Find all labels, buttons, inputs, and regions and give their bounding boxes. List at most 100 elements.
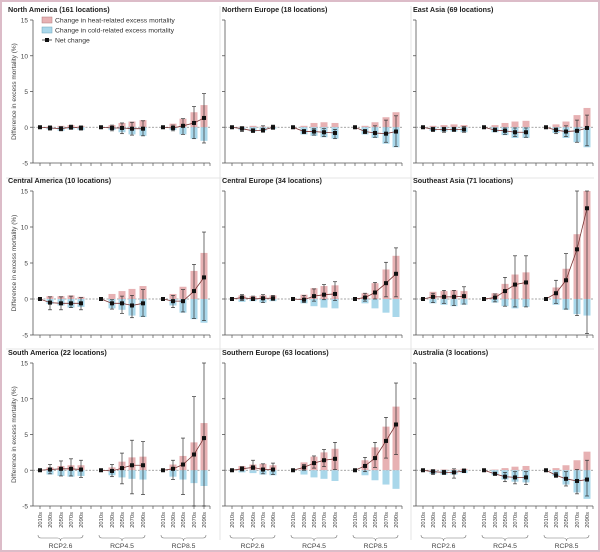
net-change-marker — [251, 297, 255, 301]
panel-central-europe: Central Europe (34 locations) — [222, 176, 403, 338]
panel-title: Australia (3 locations) — [413, 348, 489, 357]
heat-bar — [320, 122, 328, 128]
cold-bar — [392, 299, 400, 317]
net-change-marker — [585, 125, 589, 130]
scenario-label: RCP8.5 — [364, 543, 388, 550]
scenario-brace — [229, 534, 276, 542]
net-change-marker — [452, 294, 456, 299]
panel-title: Southern Europe (63 locations) — [222, 348, 329, 357]
heat-bar — [331, 122, 339, 128]
net-change-marker — [79, 125, 83, 130]
net-change-marker — [171, 466, 175, 471]
decade-label: 2030s — [363, 512, 369, 528]
decade-label: 2030s — [171, 512, 177, 528]
decade-label: 2010s — [421, 512, 427, 528]
net-change-marker — [575, 128, 579, 133]
net-change-marker — [554, 128, 558, 133]
heat-bar — [562, 465, 570, 471]
net-change-marker — [291, 468, 295, 473]
panel-title: Southeast Asia (71 locations) — [413, 176, 514, 185]
cold-bar — [361, 470, 369, 476]
net-change-marker — [554, 291, 558, 296]
decade-label: 2010s — [230, 512, 236, 528]
net-change-marker — [442, 127, 446, 132]
decade-label: 2070s — [130, 512, 136, 528]
panel-north-america: North America (161 locations) -5 0 5 10 15 Dif… — [8, 5, 211, 168]
net-change-marker — [524, 130, 528, 135]
net-change-marker — [261, 296, 265, 301]
net-change-marker — [564, 476, 568, 481]
scenario-brace — [37, 534, 84, 542]
net-change-marker — [384, 281, 388, 286]
decade-label: 2030s — [554, 512, 560, 528]
cold-bar — [320, 470, 328, 479]
net-change-marker — [394, 129, 398, 134]
net-change-marker — [442, 294, 446, 299]
net-change-marker — [230, 468, 234, 473]
net-change-marker — [513, 130, 517, 135]
net-change-marker — [192, 289, 196, 294]
net-change-marker — [130, 463, 134, 468]
net-change-marker — [99, 297, 103, 301]
net-change-marker — [322, 292, 326, 297]
net-change-marker — [394, 422, 398, 427]
decade-label: 2090s — [462, 512, 468, 528]
decade-label: 2070s — [69, 512, 75, 528]
decade-label: 2050s — [59, 512, 65, 528]
net-change-marker — [120, 125, 124, 130]
scenario-brace — [98, 534, 146, 542]
heat-bar — [511, 121, 519, 128]
cold-bar — [382, 470, 390, 485]
scenario-brace — [290, 534, 338, 542]
heat-bar — [128, 288, 136, 299]
net-change-marker — [513, 475, 517, 480]
net-change-marker — [120, 301, 124, 306]
heat-bar — [361, 125, 369, 128]
cold-bar — [310, 299, 318, 307]
net-change-marker — [333, 456, 337, 461]
net-change-marker — [141, 126, 145, 131]
net-change-marker — [59, 301, 63, 306]
net-change-marker — [544, 125, 548, 130]
decade-label: 2010s — [161, 512, 167, 528]
net-change-marker — [181, 462, 185, 467]
net-change-marker — [161, 125, 165, 130]
heat-bar — [511, 466, 519, 471]
cold-bar — [392, 470, 400, 489]
cold-bar — [382, 299, 390, 313]
cold-bar — [320, 299, 328, 308]
net-change-marker — [251, 465, 255, 470]
scenario-brace — [543, 534, 590, 542]
net-change-marker — [230, 125, 234, 130]
scenario-label: RCP2.6 — [241, 543, 265, 550]
net-change-marker — [261, 128, 265, 133]
decade-label: 2030s — [302, 512, 308, 528]
y-tick-label: 10 — [21, 396, 29, 403]
decade-label: 2030s — [110, 512, 116, 528]
y-axis-label: Difference in excess mortality (%) — [11, 386, 18, 483]
heat-bar — [552, 124, 560, 128]
heat-bar — [491, 125, 499, 128]
decade-label: 2070s — [261, 512, 267, 528]
heat-bar — [429, 125, 437, 128]
decade-label: 2050s — [181, 512, 187, 528]
net-change-marker — [373, 130, 377, 135]
heat-bar — [440, 125, 448, 128]
net-change-marker — [69, 466, 73, 471]
scenario-label: RCP4.5 — [302, 543, 326, 550]
decade-label: 2090s — [271, 512, 277, 528]
net-change-marker — [493, 128, 497, 133]
net-change-marker — [493, 471, 497, 476]
cold-bar — [310, 470, 318, 478]
net-change-marker — [503, 289, 507, 294]
y-tick-label: 10 — [21, 225, 29, 232]
decade-label: 2070s — [513, 512, 519, 528]
legend: Change in heat-related excess mortality C… — [41, 16, 175, 45]
net-change-marker — [394, 271, 398, 276]
heat-bar — [249, 125, 257, 128]
net-change-marker — [322, 458, 326, 463]
net-change-marker — [421, 125, 425, 130]
decade-label: 2070s — [192, 512, 198, 528]
y-tick-label: 15 — [21, 361, 29, 368]
